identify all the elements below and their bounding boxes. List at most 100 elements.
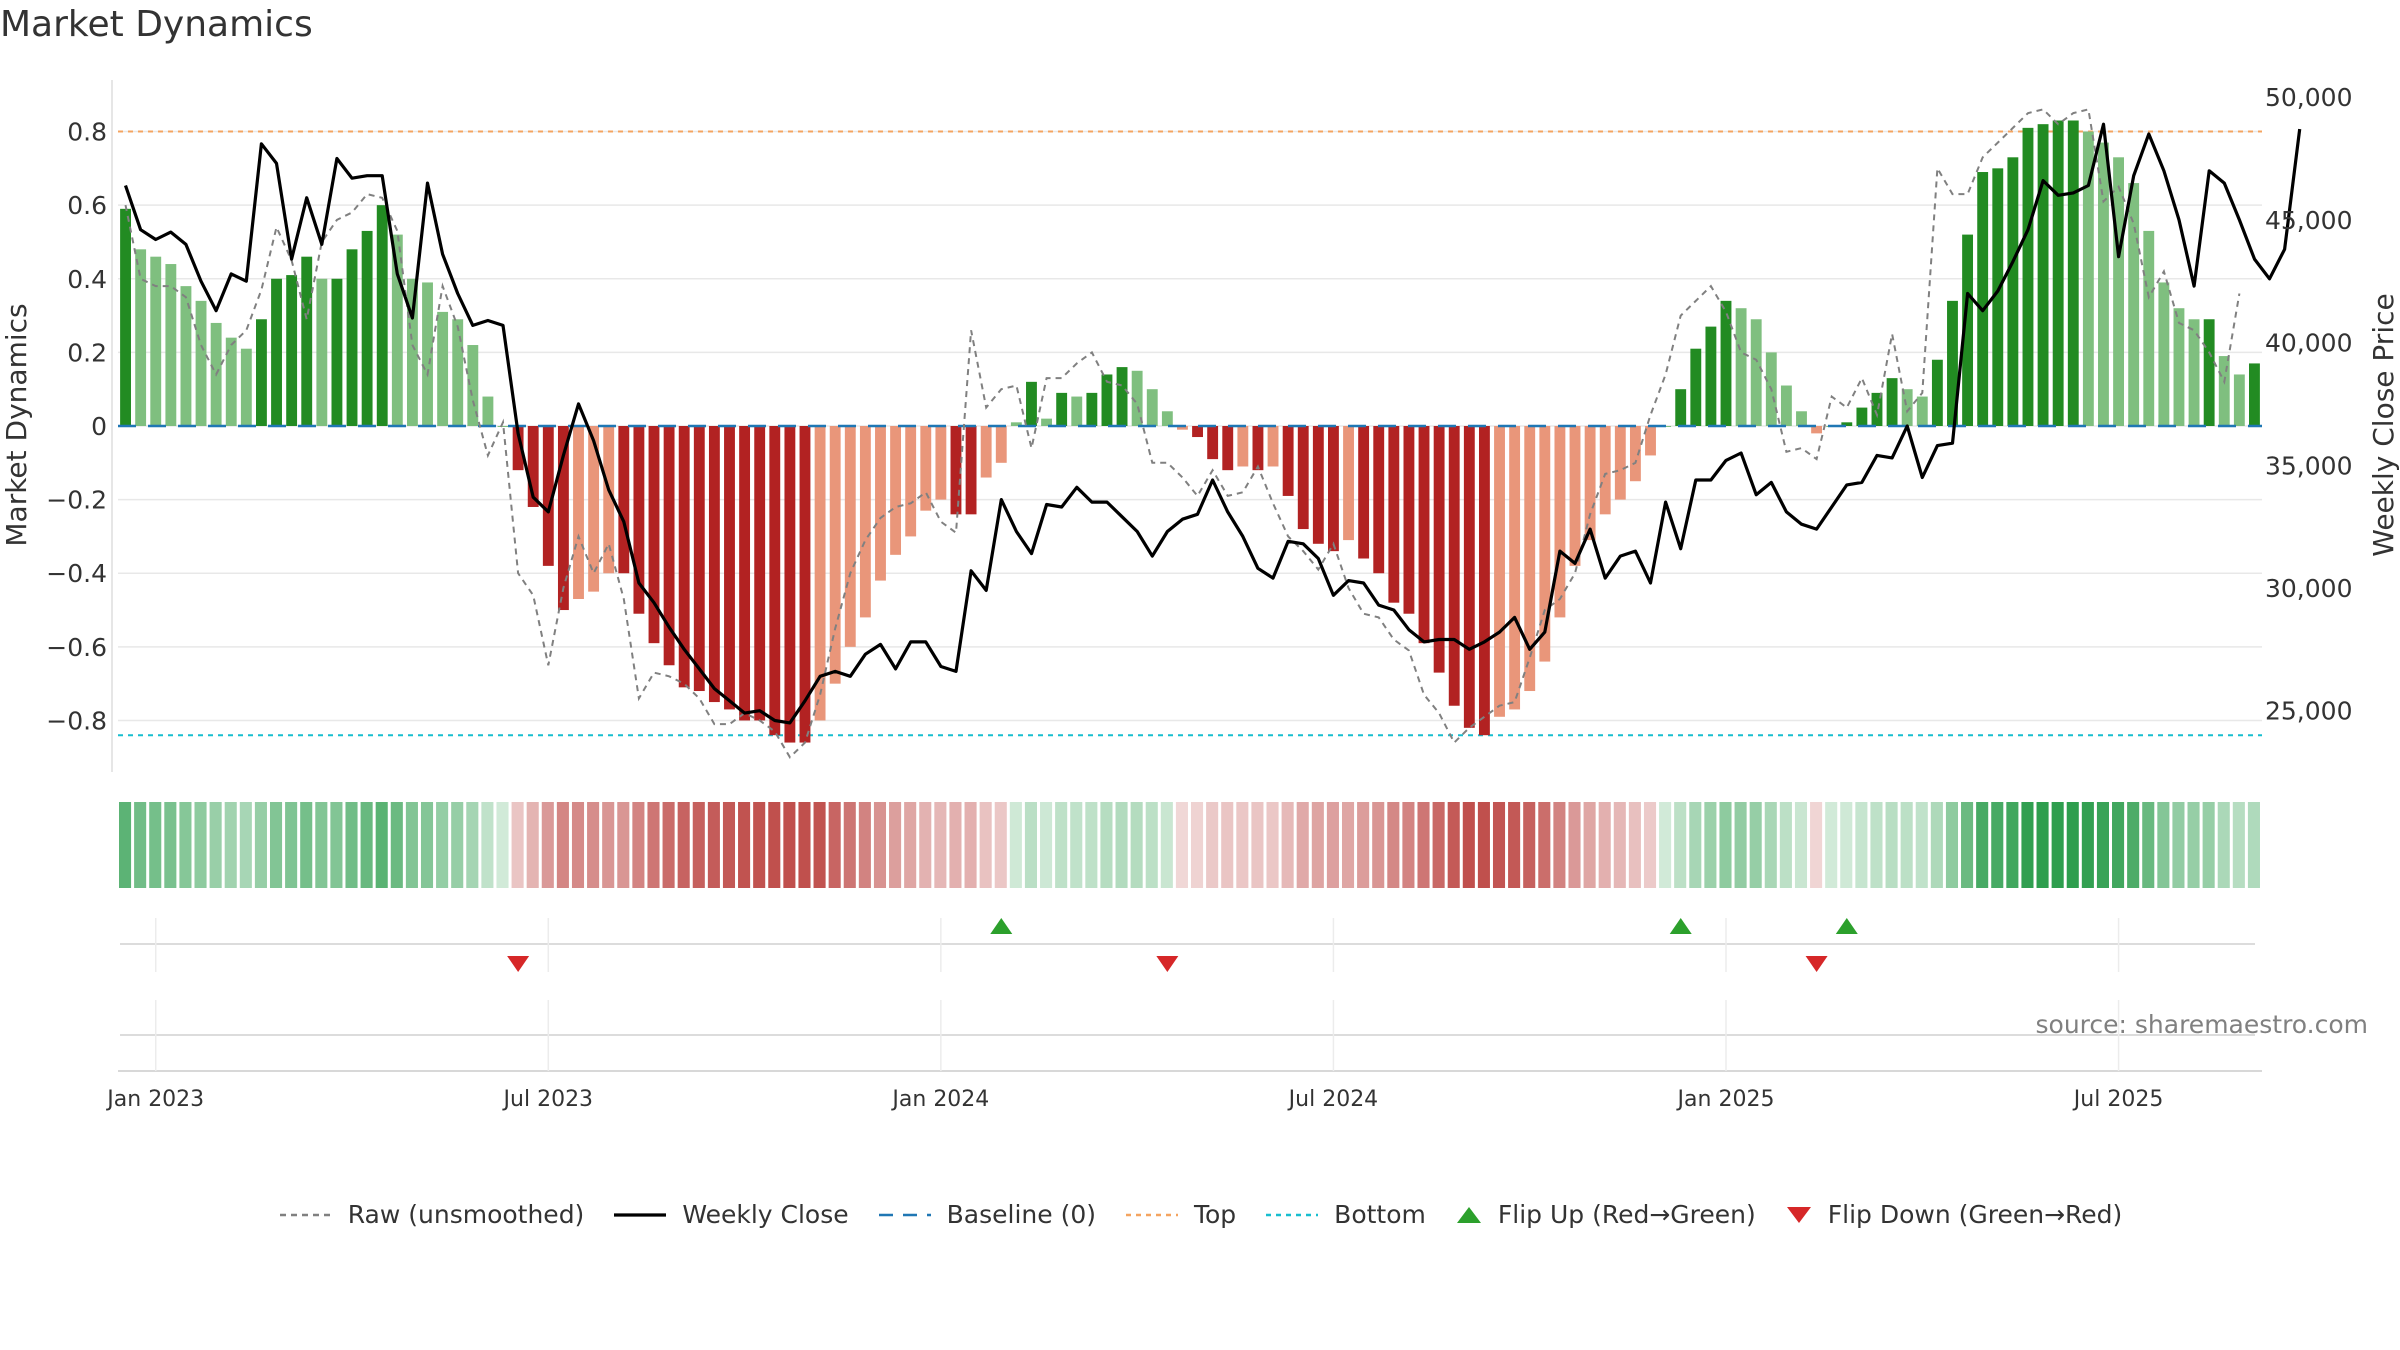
regime-strip-cell	[194, 802, 207, 888]
dynamics-bar	[1675, 389, 1687, 426]
dynamics-bar	[482, 396, 494, 426]
regime-strip-cell	[149, 802, 162, 888]
dynamics-bar	[527, 426, 539, 507]
dynamics-bar	[739, 426, 751, 721]
dynamics-bar	[195, 300, 207, 426]
regime-strip-cell	[1749, 802, 1762, 888]
dynamics-bar	[2203, 319, 2215, 426]
regime-strip-cell	[1040, 802, 1053, 888]
regime-strip-cell	[451, 802, 464, 888]
dynamics-bar	[1811, 426, 1823, 434]
dynamics-bar	[1992, 168, 2004, 426]
regime-strip-cell	[481, 802, 494, 888]
regime-strip-cell	[1840, 802, 1853, 888]
regime-strip-cell	[2232, 802, 2245, 888]
dynamics-bar	[618, 426, 630, 574]
dynamics-bar	[1584, 426, 1596, 541]
dynamics-bar	[980, 426, 992, 478]
dynamics-bar	[225, 337, 237, 426]
dynamics-bar	[603, 426, 615, 574]
y-axis-label-left: Market Dynamics	[0, 303, 33, 546]
regime-strip-cell	[1236, 802, 1249, 888]
dynamics-bar	[406, 278, 418, 426]
legend-label: Bottom	[1334, 1200, 1426, 1229]
regime-strip-cell	[1583, 802, 1596, 888]
regime-strip-cell	[1628, 802, 1641, 888]
dynamics-bar	[1463, 426, 1475, 728]
legend-label: Flip Down (Green→Red)	[1827, 1200, 2123, 1229]
dynamics-bar	[1252, 426, 1264, 471]
close-line-group	[123, 122, 2302, 725]
dynamics-bar	[1841, 422, 1853, 426]
dynamics-bar	[1101, 374, 1113, 426]
chart-title: Market Dynamics	[0, 4, 313, 45]
regime-strip-cell	[979, 802, 992, 888]
source-attribution: source: sharemaestro.com	[2035, 1010, 2369, 1039]
dynamics-bars	[118, 120, 2262, 743]
regime-strip-cell	[1266, 802, 1279, 888]
dynamics-bar	[1554, 426, 1566, 618]
dynamics-bar	[1237, 426, 1249, 467]
regime-strip-cell	[315, 802, 328, 888]
regime-strip-cell	[466, 802, 479, 888]
regime-strip-cell	[2036, 802, 2049, 888]
regime-strip-cell	[1387, 802, 1400, 888]
regime-strip-cell	[828, 802, 841, 888]
regime-strip-cell	[1055, 802, 1068, 888]
regime-strip-cell	[239, 802, 252, 888]
legend-label: Flip Up (Red→Green)	[1497, 1200, 1756, 1229]
dynamics-bar	[1931, 359, 1943, 426]
regime-strip-cell	[602, 802, 615, 888]
y-axis-label-right: Weekly Close Price	[2367, 293, 2400, 556]
regime-strip-cell	[1794, 802, 1808, 888]
regime-strip-cell	[1945, 802, 1959, 888]
reference-lines	[118, 130, 2262, 737]
dynamics-bar	[799, 426, 811, 743]
regime-strip-cell	[1115, 802, 1128, 888]
dynamics-bar	[1750, 319, 1762, 426]
raw-unsmoothed-line	[124, 108, 2241, 759]
regime-strip-cell	[904, 802, 917, 888]
x-tick-label: Jan 2024	[890, 1087, 989, 1112]
regime-strip-cell	[2172, 802, 2185, 888]
regime-strip-cell	[1659, 802, 1672, 888]
dynamics-bar	[150, 256, 162, 426]
regime-strip-cell	[692, 802, 705, 888]
regime-strip-cell	[1961, 802, 1974, 888]
regime-strip-cell	[1311, 802, 1324, 888]
regime-strip-cell	[420, 802, 434, 888]
dynamics-bar	[1645, 426, 1656, 456]
y-tick-label-left: 0.4	[67, 265, 107, 294]
y-tick-label-right: 50,000	[2265, 83, 2352, 112]
left-axis-ticks: 0.8 0.6 0.4 0.2 0 −0.2 −0.4 −0.6 −0.8	[46, 118, 107, 736]
regime-strip-cell	[1251, 802, 1264, 888]
dynamics-bar	[240, 348, 252, 426]
regime-strip-cell	[390, 802, 403, 888]
regime-strip-cell	[934, 802, 947, 888]
dynamics-bar	[1358, 426, 1370, 559]
dynamics-bar	[165, 264, 177, 426]
flip-markers-panel	[120, 918, 2255, 972]
dynamics-bar	[1796, 411, 1807, 426]
regime-strip-cell	[1613, 802, 1626, 888]
dynamics-bar	[1116, 367, 1128, 426]
y-tick-label-right: 30,000	[2265, 574, 2352, 603]
legend-symbol-raw	[279, 1213, 332, 1216]
dynamics-bar	[2022, 127, 2034, 426]
regime-strip-cell	[2021, 802, 2034, 888]
right-axis-ticks: 50,000 45,000 40,000 35,000 30,000 25,000	[2265, 83, 2352, 725]
regime-strip-cell	[1538, 802, 1551, 888]
dynamics-bar	[1599, 426, 1611, 515]
y-tick-label-left: −0.2	[46, 486, 107, 515]
regime-strip-cell	[843, 802, 856, 888]
dynamics-bar	[1539, 426, 1551, 662]
regime-strip-cell	[2247, 802, 2260, 888]
y-tick-label-left: −0.8	[46, 706, 107, 735]
regime-strip-cell	[1598, 802, 1611, 888]
regime-strip-cell	[1326, 802, 1339, 888]
regime-strip-cell	[1281, 802, 1294, 888]
regime-strip-cell	[722, 802, 736, 888]
dynamics-bar	[965, 426, 977, 515]
regime-strip-cell	[1689, 802, 1702, 888]
dynamics-bar	[1328, 426, 1339, 552]
